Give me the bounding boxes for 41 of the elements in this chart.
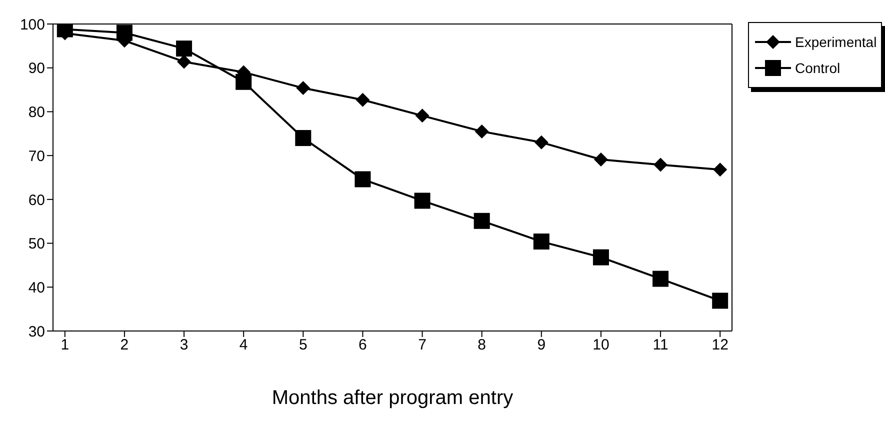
point: [713, 162, 728, 177]
x-tick-label: 10: [592, 336, 610, 354]
point: [415, 108, 430, 123]
point: [712, 292, 728, 309]
y-tick-label: 100: [20, 16, 45, 34]
point: [356, 92, 370, 107]
x-tick-label: 5: [298, 336, 308, 354]
point: [176, 40, 192, 57]
point: [177, 54, 192, 69]
y-tick-label: 70: [28, 148, 45, 165]
x-tick-label: 7: [418, 336, 426, 354]
x-tick-label: 4: [239, 336, 248, 354]
x-tick-label: 3: [180, 336, 188, 354]
x-tick-label: 1: [60, 336, 70, 354]
x-axis-title: Months after program entry: [272, 387, 514, 409]
point: [654, 158, 668, 172]
x-tick-label: 8: [478, 336, 486, 354]
x-tick-label: 2: [120, 336, 129, 354]
point: [474, 124, 489, 138]
y-tick-label: 90: [28, 60, 45, 78]
point: [534, 135, 548, 150]
y-tick-label: 80: [28, 104, 45, 122]
point: [533, 234, 550, 250]
point: [295, 130, 312, 146]
x-tick-label: 11: [652, 336, 668, 354]
legend-label: Control: [795, 60, 840, 76]
point: [296, 81, 310, 96]
y-tick-label: 30: [28, 323, 45, 340]
point: [354, 171, 371, 188]
x-tick-label: 12: [712, 336, 728, 354]
point: [592, 249, 609, 266]
x-tick-label: 9: [537, 336, 546, 354]
point: [594, 152, 608, 167]
y-tick-label: 60: [28, 192, 45, 209]
y-tick-label: 40: [28, 279, 45, 296]
legend-label: Experimental: [795, 34, 877, 50]
x-tick-label: 6: [358, 336, 367, 354]
point: [414, 192, 430, 209]
point: [652, 270, 669, 287]
point: [474, 212, 490, 229]
y-tick-label: 50: [28, 236, 45, 253]
